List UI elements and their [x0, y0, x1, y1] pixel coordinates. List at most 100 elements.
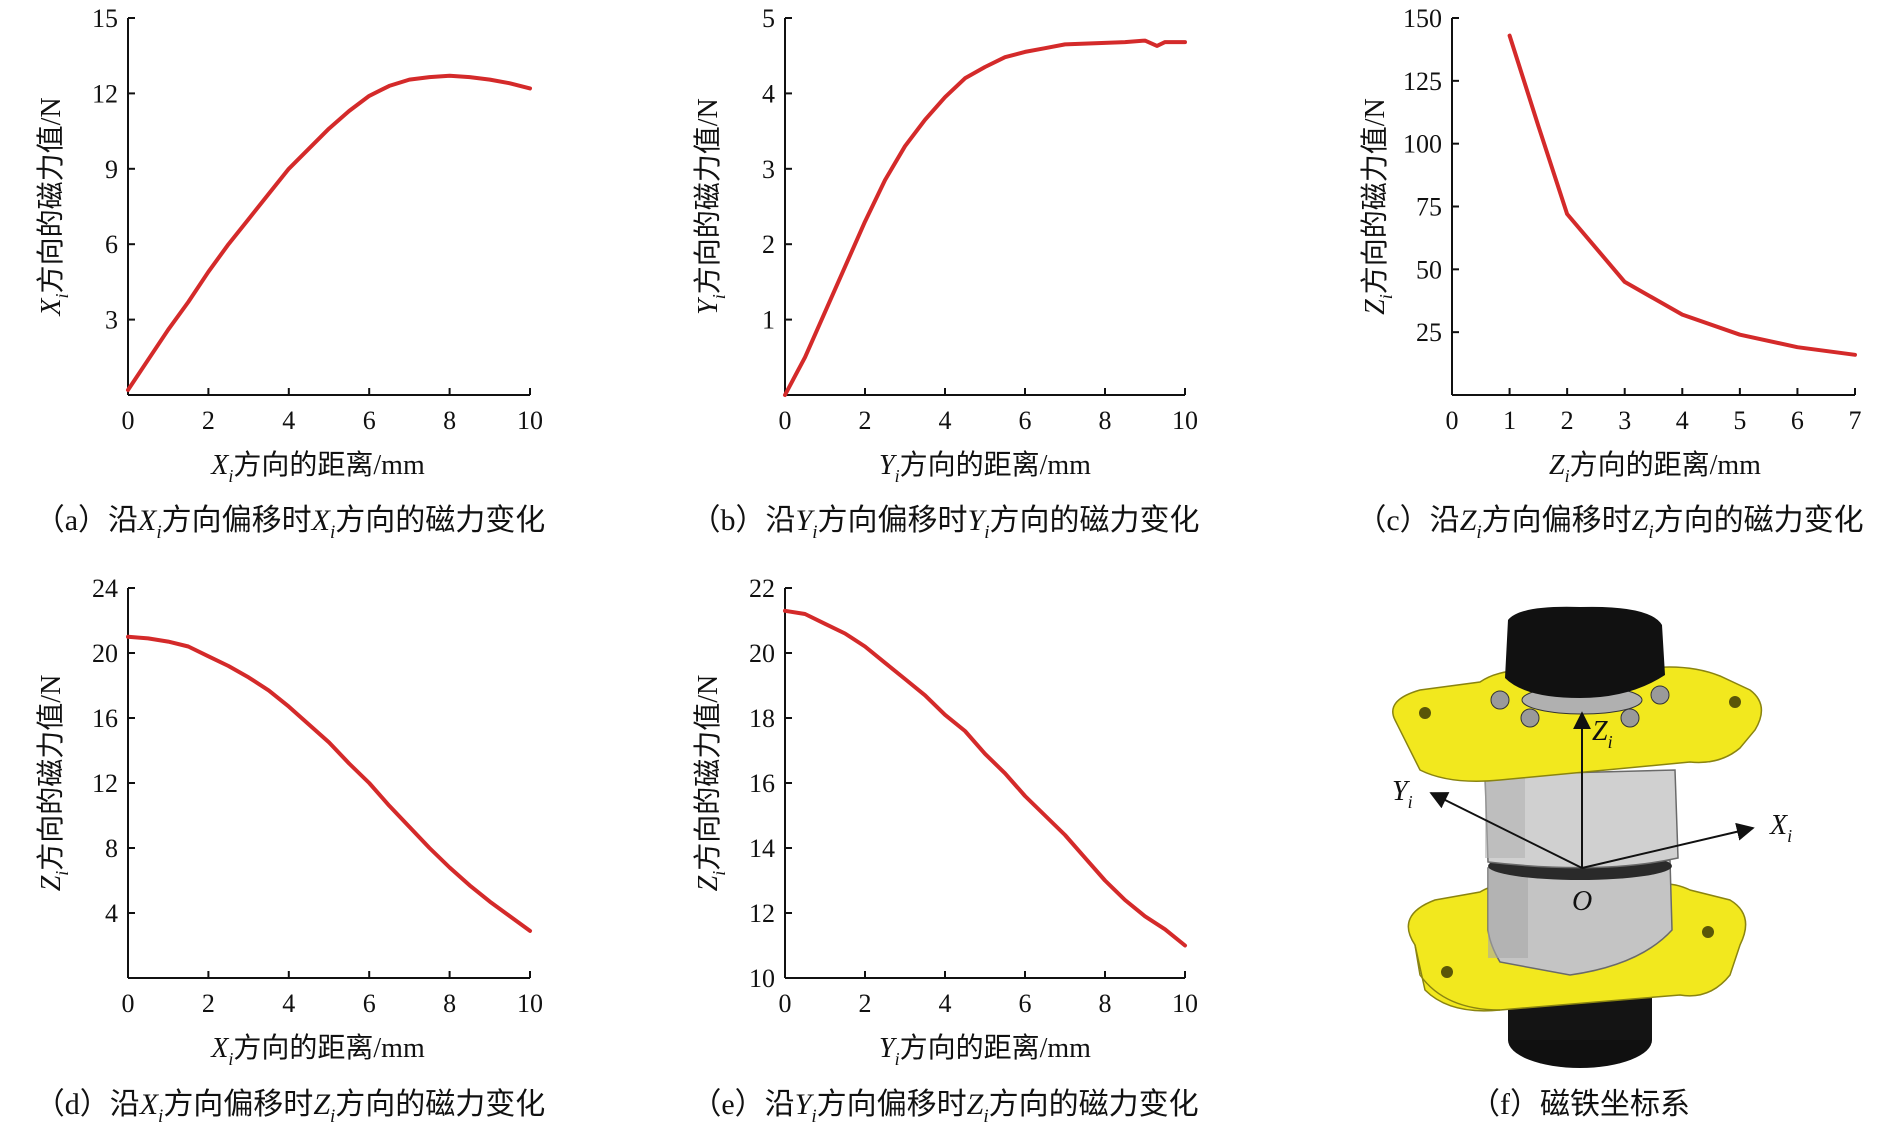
y-tick-label: 18: [749, 704, 775, 733]
y-tick-label: 22: [749, 574, 775, 603]
top-screw-3: [1650, 685, 1670, 705]
chart-panel-b: 0 2 4 6 8 1012345Yi方向的距离/mmYi方向的磁力值/N（b）沿Yi方向…: [691, 4, 1200, 543]
origin-label: O: [1572, 886, 1592, 917]
y-axis-label: Zi方向的磁力值/N: [35, 675, 72, 892]
y-axis-label: Xi方向的磁力值/N: [35, 97, 72, 316]
y-tick-label: 3: [762, 155, 775, 184]
series-line: [126, 73, 532, 392]
y-tick-label: 3: [105, 306, 118, 335]
chart-panel-c: 0 1 2 3 4 5 6 7 25 50 75 100 125 150 Zi方向的距离/mm Zi方向的磁力…: [1356, 4, 1863, 543]
y-tick-label: 16: [749, 769, 775, 798]
x-axis-label: Yi方向的距离/mm: [879, 449, 1091, 486]
x-tick-label: 2: [202, 406, 215, 435]
y-tick-label: 125: [1403, 67, 1442, 96]
bottom-flange-side: [1414, 944, 1501, 1011]
yi-axis-arrow: [1429, 792, 1583, 869]
x-tick-label: 0: [122, 989, 135, 1018]
y-tick-label: 4: [762, 79, 775, 108]
series-line: [783, 38, 1187, 397]
y-tick-label: 2: [762, 230, 775, 259]
y-tick-label: 14: [749, 834, 775, 863]
caption-e: （e）沿Yi方向偏移时Zi方向的磁力变化: [691, 1088, 1198, 1127]
xi-axis-label: Xi: [1769, 810, 1792, 846]
y-tick-label: 5: [762, 4, 775, 33]
y-tick-label: 12: [749, 899, 775, 928]
y-tick-label: 20: [92, 639, 118, 668]
y-tick-label: 1: [762, 306, 775, 335]
caption-c: （c）沿Zi方向偏移时Zi方向的磁力变化: [1356, 504, 1863, 543]
x-tick-label: 8: [1099, 989, 1112, 1018]
y-tick-label: 150: [1403, 4, 1442, 33]
upper-block-shade: [1485, 778, 1525, 858]
y-tick-label: 10: [749, 964, 775, 993]
x-tick-label: 0: [1446, 406, 1459, 435]
x-tick-label: 4: [1676, 406, 1689, 435]
y-tick-label: 12: [92, 769, 118, 798]
series-line: [126, 634, 532, 933]
x-tick-label: 4: [282, 406, 295, 435]
top-hole-right: [1729, 696, 1741, 708]
x-tick-label: 8: [443, 989, 456, 1018]
x-tick-label: 6: [363, 406, 376, 435]
chart-panel-d: 0 2 4 6 8 104812162024Xi方向的距离/mmZi方向的磁力值/N（d）…: [35, 574, 546, 1127]
x-axis-label: Zi方向的距离/mm: [1549, 449, 1761, 486]
chart-panel-e: 0 2 4 6 8 10 10 12 14 16 18 20 22 Yi方向的距离/mm Zi方向的磁力值/…: [691, 574, 1198, 1127]
y-tick-label: 4: [105, 899, 118, 928]
x-tick-label: 0: [122, 406, 135, 435]
magnet-coordinate-illustration: Zi Yi Xi O: [1392, 606, 1792, 1068]
y-tick-label: 25: [1416, 318, 1442, 347]
x-tick-label: 10: [517, 406, 543, 435]
chart-panel-a: 0 2 4 6 8 10 3 6 9 12 15 Xi方向的距离/mm Xi方向的磁力值/N （a）沿Xi…: [35, 4, 546, 543]
x-tick-label: 6: [1019, 989, 1032, 1018]
y-tick-label: 20: [749, 639, 775, 668]
bottom-hole-left: [1441, 966, 1453, 978]
x-axis-label: Yi方向的距离/mm: [879, 1032, 1091, 1069]
y-tick-label: 8: [105, 834, 118, 863]
y-tick-label: 50: [1416, 255, 1442, 284]
y-tick-label: 100: [1403, 130, 1442, 159]
caption-f: （f）磁铁坐标系: [1470, 1088, 1690, 1121]
lower-block-shade: [1488, 868, 1528, 958]
top-knob: [1505, 606, 1665, 698]
top-screw-4: [1620, 708, 1640, 728]
x-tick-label: 4: [282, 989, 295, 1018]
x-tick-label: 5: [1733, 406, 1746, 435]
x-tick-label: 4: [939, 406, 952, 435]
x-tick-label: 6: [1019, 406, 1032, 435]
x-tick-label: 10: [1172, 989, 1198, 1018]
top-hole-left: [1419, 707, 1431, 719]
x-tick-label: 4: [939, 989, 952, 1018]
x-tick-label: 1: [1503, 406, 1516, 435]
caption-b: （b）沿Yi方向偏移时Yi方向的磁力变化: [691, 504, 1200, 543]
y-tick-label: 15: [92, 4, 118, 33]
y-tick-label: 9: [105, 155, 118, 184]
y-tick-label: 16: [92, 704, 118, 733]
zi-axis-label: Zi: [1592, 716, 1613, 752]
caption-a: （a）沿Xi方向偏移时Xi方向的磁力变化: [35, 504, 546, 543]
x-tick-label: 2: [859, 406, 872, 435]
y-tick-label: 12: [92, 79, 118, 108]
y-axis-label: Zi方向的磁力值/N: [692, 675, 729, 892]
chart-panels: 0 2 4 6 8 103691215Xi方向的距离/mmXi方向的磁力值/N（a）沿Xi…: [35, 4, 1864, 1127]
x-tick-label: 10: [517, 989, 543, 1018]
x-tick-label: 7: [1849, 406, 1862, 435]
caption-d: （d）沿Xi方向偏移时Zi方向的磁力变化: [35, 1088, 546, 1127]
top-screw-1: [1490, 690, 1510, 710]
series-line: [1507, 33, 1857, 357]
y-tick-label: 75: [1416, 193, 1442, 222]
yi-axis-label: Yi: [1392, 776, 1413, 812]
x-axis-label: Xi方向的距离/mm: [210, 449, 425, 486]
series-line: [783, 608, 1187, 948]
x-tick-label: 2: [1561, 406, 1574, 435]
x-tick-label: 8: [1099, 406, 1112, 435]
x-axis-label: Xi方向的距离/mm: [210, 1032, 425, 1069]
x-tick-label: 0: [779, 406, 792, 435]
x-tick-label: 8: [443, 406, 456, 435]
xi-axis-arrow: [1581, 822, 1755, 869]
top-screw-2: [1520, 708, 1540, 728]
y-axis-label: Zi方向的磁力值/N: [1359, 98, 1396, 315]
y-tick-label: 24: [92, 574, 118, 603]
x-tick-label: 6: [1791, 406, 1804, 435]
bottom-hole-right: [1702, 926, 1714, 938]
